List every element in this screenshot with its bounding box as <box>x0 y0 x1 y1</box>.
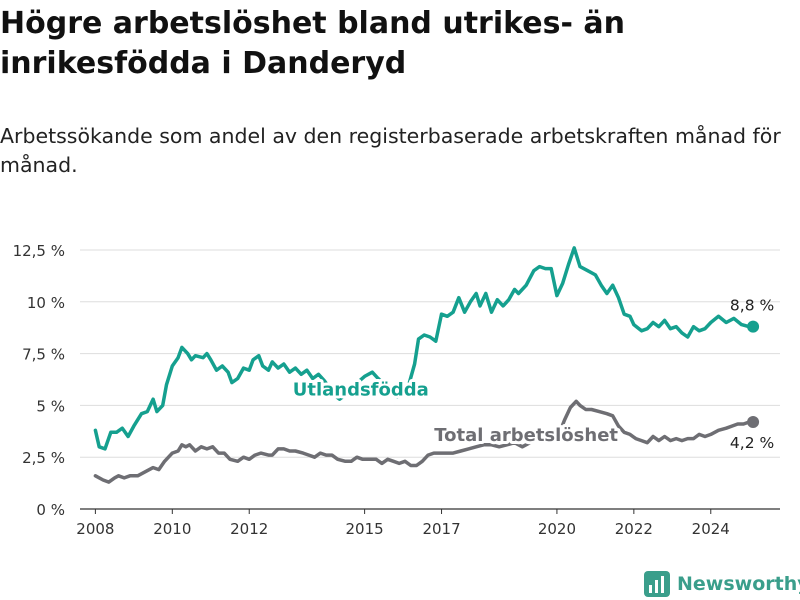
series-end-label: 4,2 % <box>730 434 774 452</box>
series-label-halo: Total arbetslöshet <box>434 425 618 446</box>
x-tick-label: 2015 <box>346 520 384 538</box>
y-tick-label: 2,5 % <box>22 449 65 467</box>
y-tick-label: 12,5 % <box>13 242 65 260</box>
y-tick-label: 10 % <box>27 294 65 312</box>
x-tick-label: 2010 <box>153 520 191 538</box>
series-end-marker <box>747 320 760 333</box>
series-label: Total arbetslöshet <box>434 425 618 446</box>
y-tick-label: 5 % <box>36 397 65 415</box>
x-tick-label: 2024 <box>692 520 730 538</box>
x-tick-label: 2020 <box>538 520 576 538</box>
x-tick-label: 2022 <box>615 520 653 538</box>
x-tick-label: 2017 <box>422 520 460 538</box>
y-tick-label: 0 % <box>36 501 65 519</box>
newsworthy-logo: Newsworthy <box>644 568 800 600</box>
chart-subtitle: Arbetssökande som andel av den registerb… <box>0 124 781 177</box>
series-line-1 <box>93 399 755 484</box>
series-end-label: 8,8 % <box>730 297 774 315</box>
series-label: Utlandsfödda <box>293 379 429 400</box>
bar-chart-icon <box>644 571 670 597</box>
series-end-marker <box>747 415 760 428</box>
x-tick-label: 2008 <box>76 520 114 538</box>
y-tick-label: 7,5 % <box>22 346 65 364</box>
x-tick-label: 2012 <box>230 520 268 538</box>
series-label-halo: Utlandsfödda <box>293 379 429 400</box>
brand-name: Newsworthy <box>677 573 800 595</box>
series-line-0 <box>93 246 755 451</box>
chart-title: Högre arbetslöshet bland utrikes- än inr… <box>0 6 625 81</box>
